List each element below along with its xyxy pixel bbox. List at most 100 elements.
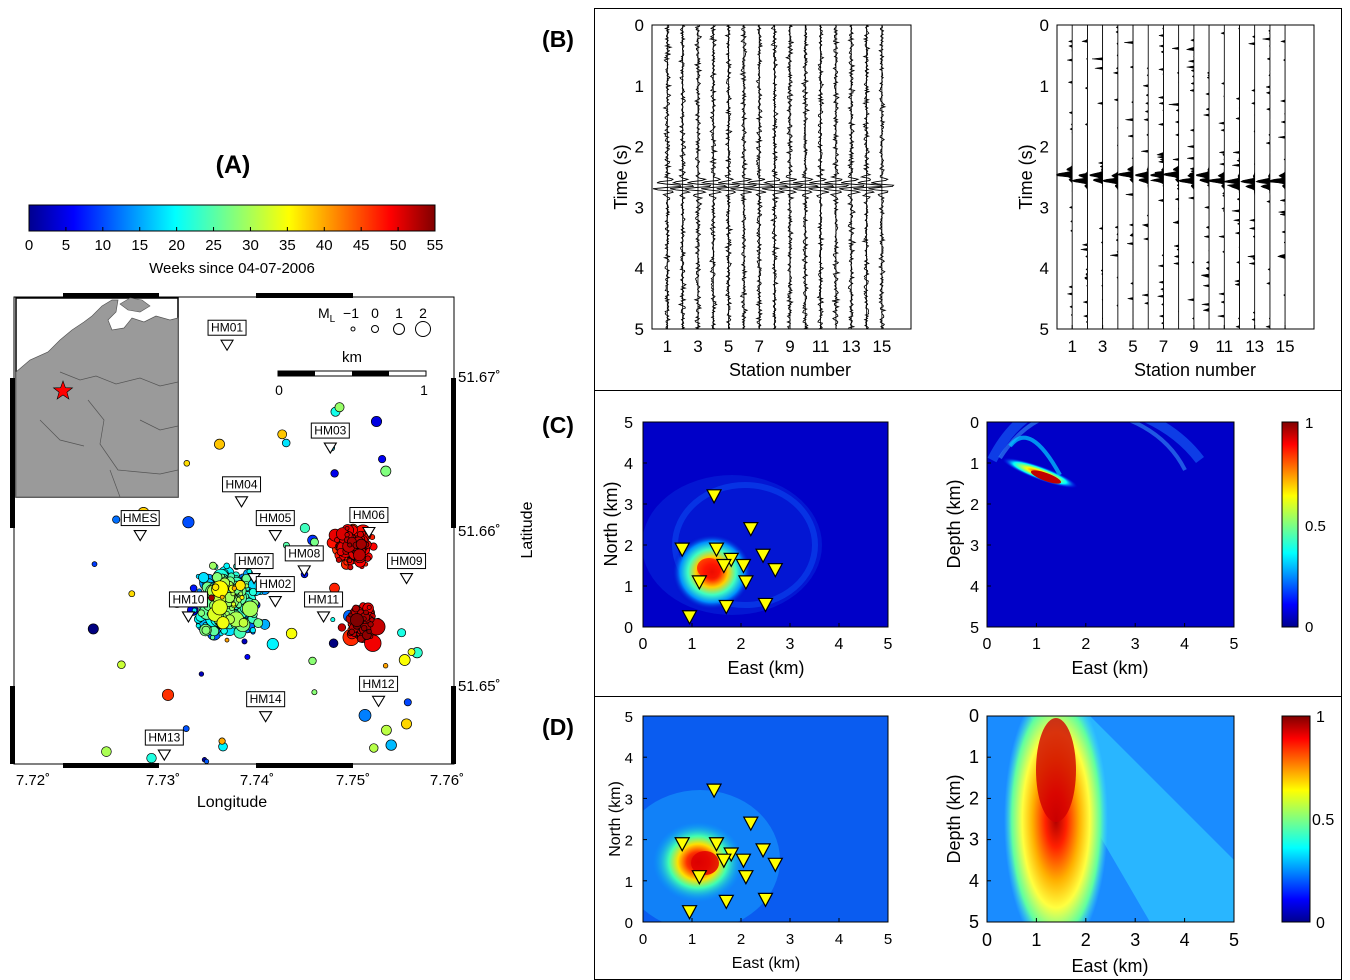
colorbar-tick-label: 20 — [168, 237, 185, 254]
x-tick-label: 5 — [1128, 337, 1137, 356]
seismogram-trace — [700, 24, 728, 330]
x-tick-label: 3 — [786, 931, 794, 948]
y-tick-label: 1 — [635, 77, 644, 96]
earthquake-event — [231, 585, 237, 591]
x-tick-label: 2 — [737, 931, 745, 948]
svg-text:ML: ML — [318, 305, 336, 325]
y-tick-label: 4 — [969, 871, 979, 891]
earthquake-event — [112, 515, 121, 524]
earthquake-event — [347, 558, 353, 564]
earthquake-event — [219, 594, 225, 600]
earthquake-event — [195, 623, 201, 629]
x-tick-label: 1 — [1032, 636, 1041, 653]
earthquake-event — [378, 455, 387, 464]
earthquake-event — [117, 660, 126, 670]
station-triangle-icon — [258, 711, 273, 723]
station-label: HM04 — [226, 477, 258, 491]
colorbar-tick-label: 40 — [316, 237, 333, 254]
c-colorbar — [1281, 421, 1299, 628]
x-tick-label: 1 — [1067, 337, 1076, 356]
y-tick-label: 3 — [970, 538, 979, 555]
earthquake-event — [161, 688, 175, 701]
earthquake-event — [337, 623, 347, 632]
seismogram-trace — [1116, 24, 1134, 330]
seismogram-trace — [853, 24, 883, 330]
earthquake-event — [299, 523, 310, 534]
earthquake-event — [344, 525, 350, 531]
y-tick-label: 5 — [1040, 320, 1049, 339]
y-tick-label: 5 — [624, 415, 633, 432]
x-tick-7-72: 7.72˚ — [16, 772, 50, 789]
seismogram-trace — [1255, 25, 1271, 329]
earthquake-event — [401, 718, 412, 730]
station-label-box — [234, 553, 274, 570]
seismogram-trace — [744, 24, 774, 330]
x-tick-label: 3 — [786, 636, 795, 653]
y-tick-label: 5 — [635, 320, 644, 339]
d-left-xlabel: East (km) — [732, 955, 800, 972]
station-triangle-icon — [316, 611, 331, 623]
seismogram-trace — [823, 24, 850, 330]
c-right-ylabel: Depth (km) — [944, 479, 964, 568]
station-marker-icon — [718, 599, 735, 615]
c-left-xlabel: East (km) — [727, 658, 804, 678]
earthquake-event — [244, 653, 251, 660]
station-marker-icon — [715, 558, 732, 574]
station-marker-icon — [735, 558, 752, 574]
station-triangle-icon — [323, 442, 338, 455]
x-tick-7-76: 7.76˚ — [430, 772, 464, 789]
y-tick-label: 2 — [1040, 138, 1049, 157]
earthquake-event — [353, 548, 366, 562]
y-tick-label: 5 — [625, 709, 633, 726]
earthquake-event — [182, 725, 190, 732]
earthquake-event — [218, 737, 226, 745]
d-colorbar-tick-0-5: 0.5 — [1312, 812, 1334, 829]
d-colorbar — [1281, 715, 1311, 923]
seismogram-trace — [1101, 24, 1119, 330]
x-tick-label: 4 — [835, 636, 844, 653]
station-marker-icon — [681, 905, 698, 920]
station-label-box — [246, 691, 286, 708]
legend-value-m0: 0 — [371, 305, 379, 321]
seismogram-trace — [792, 24, 819, 330]
station-label: HM02 — [259, 577, 291, 591]
b-left-ylabel: Time (s) — [611, 144, 631, 209]
station-marker-icon — [767, 857, 784, 873]
station-label-box — [304, 591, 344, 608]
station-triangle-icon — [133, 530, 148, 542]
y-tick-label: 1 — [969, 747, 979, 767]
earthquake-event — [344, 532, 350, 538]
station-marker-icon — [755, 843, 772, 859]
panel-b-label: (B) — [542, 26, 574, 52]
earthquake-event — [311, 689, 318, 696]
scale-unit: km — [342, 349, 362, 366]
c-colorbar-tick-0-5: 0.5 — [1305, 518, 1326, 535]
station-label-box — [255, 510, 295, 527]
station-label: HM14 — [250, 692, 282, 706]
earthquake-event — [398, 654, 411, 666]
station-marker-icon — [737, 575, 754, 591]
panel-d-label: (D) — [542, 714, 574, 740]
station-label: HM05 — [259, 511, 291, 525]
y-tick-label: 2 — [969, 788, 979, 808]
y-tick-label: 4 — [624, 456, 633, 473]
earthquake-event — [380, 465, 392, 477]
station-label: HM11 — [308, 592, 339, 606]
y-tick-label: 3 — [969, 830, 979, 850]
earthquake-event — [352, 604, 360, 613]
earthquake-event — [87, 623, 99, 635]
station-triangle-icon — [361, 526, 376, 539]
station-label-box — [255, 576, 295, 593]
station-marker-icon — [706, 783, 723, 799]
x-tick-label: 3 — [693, 337, 702, 356]
station-marker-icon — [674, 837, 691, 852]
earthquake-event — [347, 542, 353, 548]
y-tick-label: 4 — [1040, 259, 1049, 278]
weeks-colorbar — [28, 204, 436, 232]
station-marker-icon — [708, 542, 725, 558]
seismogram-trace — [1055, 24, 1073, 330]
station-marker-icon — [735, 853, 752, 869]
earthquake-event — [385, 739, 397, 751]
y-tick-label: 3 — [635, 198, 644, 217]
station-triangle-icon — [220, 339, 235, 352]
